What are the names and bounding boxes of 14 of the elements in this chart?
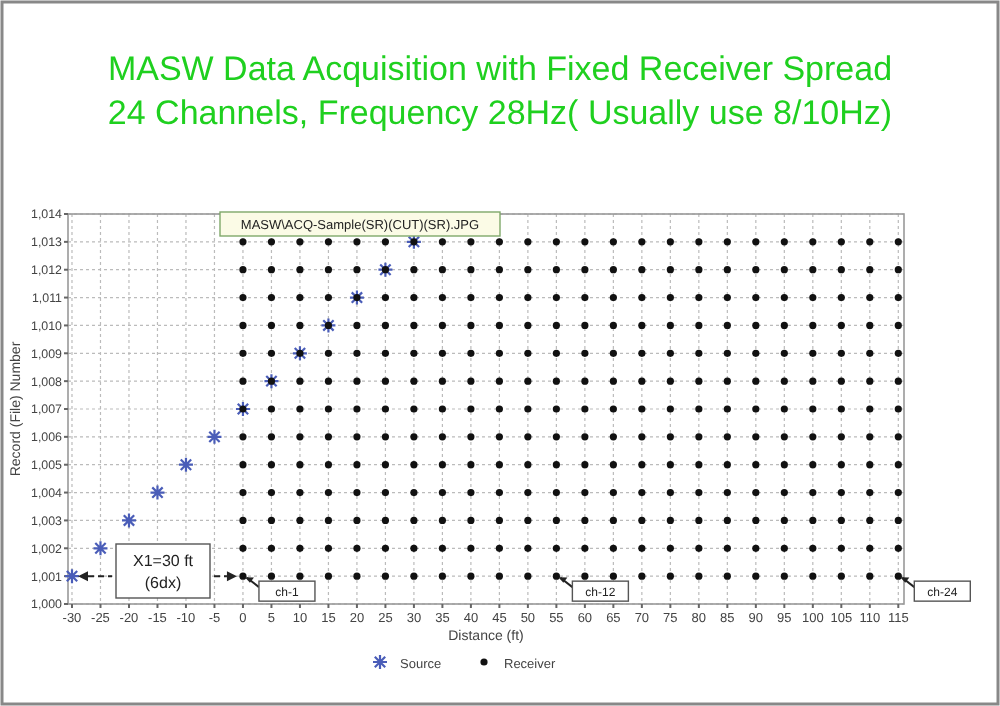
point [206,428,223,445]
point [92,540,109,557]
chart-subtitle: 24 Channels, Frequency 28Hz( Usually use 8/10Hz) [107,94,893,132]
point [149,484,166,501]
annotation: X1=30 ft (6dx) [132,551,195,592]
point [120,512,138,529]
point [263,373,280,390]
chart-title: MASW Data Acquisition with Fixed Receiver Spread [107,50,893,88]
point [377,261,394,278]
point [63,568,81,585]
point [348,289,366,306]
point [177,456,195,473]
point [234,400,252,418]
point [291,345,309,362]
